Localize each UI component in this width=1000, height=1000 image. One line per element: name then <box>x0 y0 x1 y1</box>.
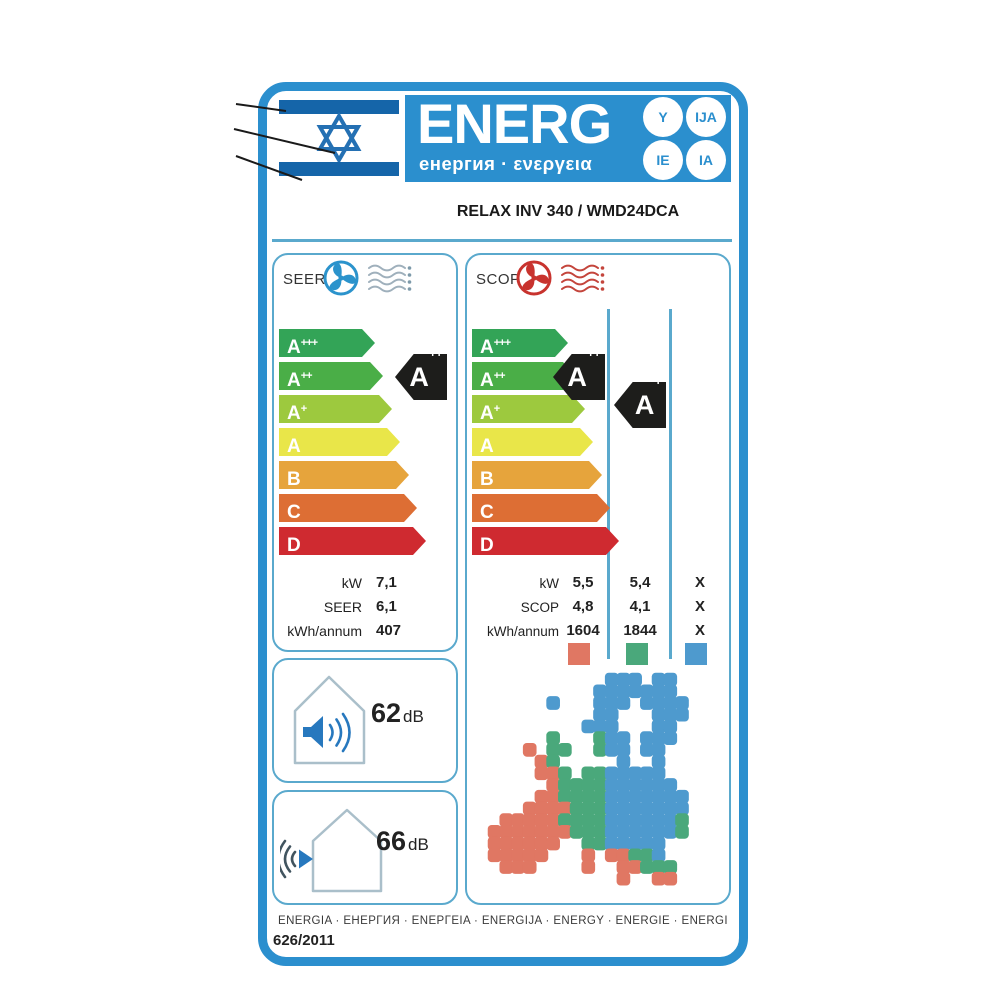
warm-zone-swatch <box>568 643 590 665</box>
outdoor-noise-value: 66 dB <box>376 826 429 856</box>
suffix-circle-ia: IA <box>686 140 726 180</box>
scop-row-kw: kW 5,5 5,4 X <box>539 574 706 591</box>
energy-label: ENERG енергия · ενεργεια Y IJA IE IA REL… <box>258 82 748 966</box>
climate-zone-divider-2 <box>669 309 672 659</box>
seer-title: SEER <box>283 271 326 288</box>
scop-class-arrow-c: C <box>472 494 610 522</box>
outdoor-noise-section: 66 dB <box>272 790 458 905</box>
indoor-noise-value: 62 dB <box>371 698 424 728</box>
scop-zone2-rating-arrow: A+ <box>614 382 666 428</box>
seer-row-kw: kW 7,1 <box>341 574 397 591</box>
seer-row-seer: SEER 6,1 <box>323 598 397 615</box>
seer-class-arrow-app: A++ <box>279 362 383 390</box>
warm-airflow-waves-icon <box>561 264 605 293</box>
energ-wordmark: ENERG <box>417 92 612 155</box>
suffix-circle-ija: IJA <box>686 97 726 137</box>
suffix-circle-ie: IE <box>643 140 683 180</box>
flag-bottom-stripe <box>279 162 399 176</box>
heating-fan-icon <box>516 260 552 296</box>
energ-logo-box: ENERG енергия · ενεργεια Y IJA IE IA <box>405 92 731 182</box>
scop-class-arrow-app: A++ <box>472 362 576 390</box>
seer-class-arrow-a: A <box>279 428 400 456</box>
language-suffix-circles: Y IJA IE IA <box>643 97 726 180</box>
scop-class-arrow-d: D <box>472 527 619 555</box>
star-of-david-icon <box>316 111 362 165</box>
seer-class-arrow-b: B <box>279 461 409 489</box>
scop-class-arrow-appp: A+++ <box>472 329 568 357</box>
suffix-circle-y: Y <box>643 97 683 137</box>
cooling-fan-icon <box>323 260 359 296</box>
outdoor-noise-house-icon <box>280 808 383 893</box>
scop-section: SCOP <box>465 253 731 905</box>
seer-rating-arrow: A++ <box>395 354 447 400</box>
energy-word-translations: ENERGIA · ЕНЕРГИЯ · ΕΝΕΡΓΕΙΑ · ENERGIJA … <box>278 915 728 927</box>
flag-top-stripe <box>279 100 399 114</box>
header-divider <box>272 239 732 242</box>
seer-class-arrow-d: D <box>279 527 426 555</box>
regulation-number: 626/2011 <box>273 932 335 949</box>
cold-zone-swatch <box>685 643 707 665</box>
seer-class-arrow-c: C <box>279 494 417 522</box>
indoor-noise-house-icon <box>293 675 366 765</box>
scop-row-kwh: kWh/annum 1604 1844 X <box>486 622 705 639</box>
scop-row-scop: SCOP 4,8 4,1 X <box>520 598 705 615</box>
europe-climate-map <box>487 672 689 886</box>
seer-section: SEER A+++ A+ <box>272 253 458 652</box>
flag-pointer-lines <box>233 103 336 181</box>
average-zone-swatch <box>626 643 648 665</box>
cool-airflow-waves-icon <box>368 264 412 293</box>
scop-class-arrow-a: A <box>472 428 593 456</box>
climate-zone-divider-1 <box>607 309 610 659</box>
seer-class-arrow-appp: A+++ <box>279 329 375 357</box>
scop-class-arrow-ap: A+ <box>472 395 585 423</box>
scop-zone1-rating-arrow: A++ <box>553 354 605 400</box>
seer-class-arrow-ap: A+ <box>279 395 392 423</box>
seer-row-kwh: kWh/annum 407 <box>287 622 402 639</box>
indoor-noise-section: 62 dB <box>272 658 458 783</box>
energ-subtitle: енергия · ενεργεια <box>419 153 593 174</box>
scop-class-arrow-b: B <box>472 461 602 489</box>
scop-title: SCOP <box>476 271 521 288</box>
model-name: RELAX INV 340 / WMD24DCA <box>456 203 680 220</box>
israel-flag <box>278 96 400 180</box>
